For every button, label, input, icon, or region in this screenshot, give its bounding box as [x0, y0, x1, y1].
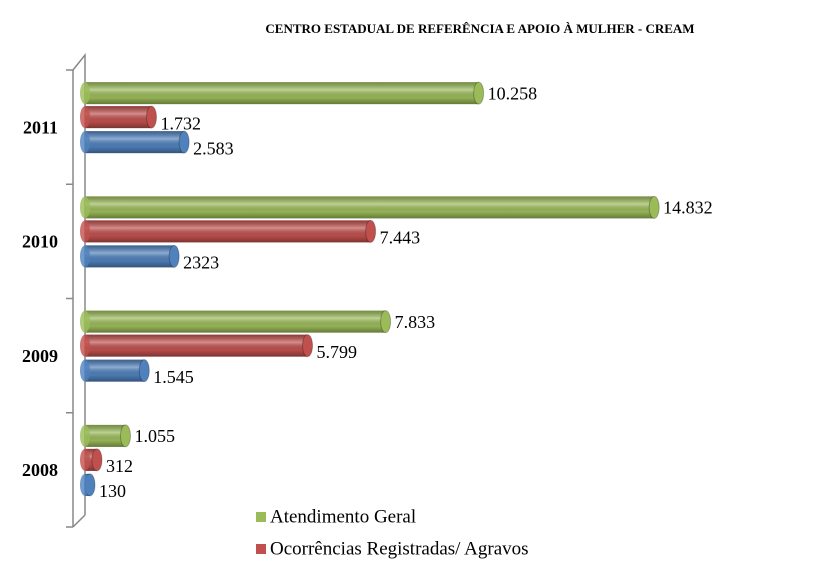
data-label: 130 [99, 481, 126, 501]
bar-cap-start [80, 448, 90, 471]
y-tick-label: 2009 [22, 346, 58, 366]
bar-cap [302, 334, 314, 358]
data-label: 1.055 [134, 426, 175, 446]
bar-shade [85, 359, 145, 382]
bar-shade [85, 424, 126, 447]
bar-shade [85, 448, 97, 471]
bar-shade [85, 220, 371, 243]
bar-shade [85, 82, 479, 105]
legend-label: Atendimento Geral [270, 506, 416, 527]
bar-cap-start [80, 424, 90, 447]
data-label: 2.583 [193, 138, 234, 158]
bar-cap-start [80, 359, 90, 382]
bar-cap [91, 448, 103, 472]
bar-cap [138, 359, 150, 383]
bar-cap-start [80, 310, 90, 333]
y-tick-label: 2011 [23, 117, 58, 137]
data-label: 14.832 [663, 198, 713, 218]
legend-swatch [256, 512, 266, 522]
bar-shade [85, 310, 386, 333]
bar-cap-start [80, 473, 90, 496]
bar-cap [648, 195, 660, 219]
bar-cap [473, 81, 485, 105]
bar-cap-start [80, 220, 90, 243]
y-tick-label: 2010 [22, 232, 58, 252]
data-label: 7.833 [395, 312, 436, 332]
data-label: 5.799 [317, 342, 358, 362]
legend-swatch [256, 544, 266, 554]
bar-cap-start [80, 131, 90, 154]
bar-cap [365, 219, 377, 243]
legend-label: Ocorrências Registradas/ Agravos [270, 538, 529, 559]
bar-cap [145, 105, 157, 129]
data-label: 7.443 [380, 228, 421, 248]
bar-cap-start [80, 106, 90, 129]
bar-shade [85, 245, 175, 268]
bar-cap-start [80, 334, 90, 357]
bar-cap-start [80, 245, 90, 268]
bar-shade [85, 334, 308, 357]
bar-cap-start [80, 196, 90, 219]
y-tick-label: 2008 [22, 460, 58, 480]
bar-cap [119, 424, 131, 448]
data-label: 1.732 [160, 113, 201, 133]
bar-shade [85, 196, 655, 219]
bar-cap [168, 244, 180, 268]
bar-cap [178, 130, 190, 154]
bar-shade [85, 131, 185, 154]
data-label: 1.545 [153, 367, 194, 387]
data-label: 2323 [183, 253, 219, 273]
chart-title: CENTRO ESTADUAL DE REFERÊNCIA E APOIO À … [265, 21, 694, 36]
data-label: 312 [106, 456, 133, 476]
bar-cap-start [80, 82, 90, 105]
data-label: 10.258 [488, 83, 538, 103]
bar-cap [380, 310, 392, 334]
bar-shade [85, 106, 152, 129]
